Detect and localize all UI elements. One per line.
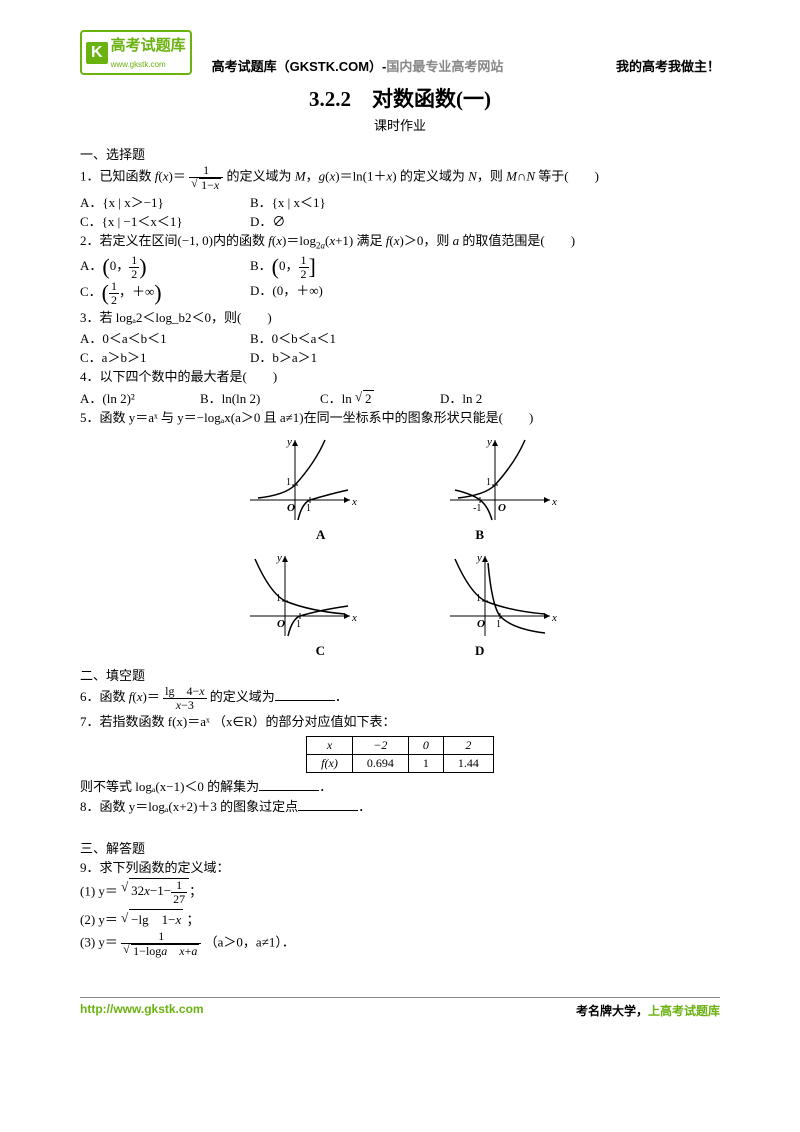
q3-opt-d: D．b＞a＞1 xyxy=(250,347,420,366)
section-2-heading: 二、填空题 xyxy=(80,665,720,684)
logo: K 高考试题库 www.gkstk.com xyxy=(80,30,192,75)
q5-stem: 5．函数 y＝aˣ 与 y＝−logₐx(a＞0 且 a≠1)在同一坐标系中的图… xyxy=(80,408,720,428)
svg-text:O: O xyxy=(277,618,285,630)
graph-label-a: A xyxy=(316,527,325,543)
graph-label-c: C xyxy=(316,643,325,659)
svg-text:x: x xyxy=(551,612,557,624)
blank-7 xyxy=(259,778,319,791)
logo-text: 高考试题库 xyxy=(111,37,186,54)
q6: 6．函数 f(x)＝ lg 4−xx−3 的定义域为． xyxy=(80,685,720,711)
footer-url: http://www.gkstk.com xyxy=(80,1002,204,1019)
q7-table: x −2 0 2 f(x) 0.694 1 1.44 xyxy=(306,736,494,773)
graphs-row-1: x y O 1 1 x y O 1 -1 xyxy=(80,435,720,525)
q4-opt-b: B．ln(ln 2) xyxy=(200,388,320,407)
q4-opt-a: A．(ln 2)² xyxy=(80,388,200,407)
svg-text:x: x xyxy=(551,496,557,508)
svg-text:1: 1 xyxy=(306,503,311,514)
svg-text:x: x xyxy=(351,612,357,624)
svg-text:y: y xyxy=(476,552,482,564)
svg-text:O: O xyxy=(287,502,295,514)
section-3-heading: 三、解答题 xyxy=(80,838,720,857)
q9-part1: (1) y＝ 32x−1−127； xyxy=(80,878,720,907)
graph-a: x y O 1 1 xyxy=(240,435,360,525)
svg-text:y: y xyxy=(486,436,492,448)
q2-opt-a: A．(0，12) xyxy=(80,254,250,280)
q2-opt-b: B．(0，12] xyxy=(250,254,420,280)
q3-opt-a: A．0＜a＜b＜1 xyxy=(80,328,250,347)
blank-6 xyxy=(275,688,335,701)
logo-k-icon: K xyxy=(86,42,108,64)
q3-opt-b: B．0＜b＜a＜1 xyxy=(250,328,420,347)
q2-stem: 2．若定义在区间(−1, 0)内的函数 f(x)＝log2a(x+1) 满足 f… xyxy=(80,231,720,253)
blank-8 xyxy=(298,798,358,811)
q1-opt-d: D．∅ xyxy=(250,211,420,230)
q1-opt-b: B．{x | x＜1} xyxy=(250,192,420,211)
svg-text:x: x xyxy=(351,496,357,508)
header-center-black: 高考试题库（GKSTK.COM）- xyxy=(212,59,387,74)
header-center-gray: 国内最专业高考网站 xyxy=(386,59,503,74)
q1-opt-a: A．{x | x＞−1} xyxy=(80,192,250,211)
svg-text:1: 1 xyxy=(486,477,491,488)
page-title: 3.2.2 对数函数(一) xyxy=(80,83,720,113)
q9-stem: 9．求下列函数的定义域： xyxy=(80,858,720,878)
q7-after: 则不等式 logₐ(x−1)＜0 的解集为． xyxy=(80,777,720,797)
graph-c: x y O 1 1 xyxy=(240,551,360,641)
q4-opt-c: C．ln 2 xyxy=(320,388,440,407)
svg-text:1: 1 xyxy=(296,619,301,630)
graph-b: x y O 1 -1 xyxy=(440,435,560,525)
header-center: 高考试题库（GKSTK.COM）-国内最专业高考网站 xyxy=(212,56,504,75)
svg-text:O: O xyxy=(477,618,485,630)
svg-text:-1: -1 xyxy=(473,503,481,514)
q3-stem: 3．若 logₐ2＜log_b2＜0，则( ) xyxy=(80,308,720,328)
q1-opt-c: C．{x | −1＜x＜1} xyxy=(80,211,250,230)
q4-opt-d: D．ln 2 xyxy=(440,388,590,407)
graphs-row-2: x y O 1 1 x y O 1 1 xyxy=(80,551,720,641)
q8: 8．函数 y＝logₐ(x+2)＋3 的图象过定点． xyxy=(80,797,720,817)
q9-part3: (3) y＝ 11−loga x+a （a＞0，a≠1）． xyxy=(80,930,720,957)
q1-stem: 1．已知函数 f(x)＝ 11−x 的定义域为 M，g(x)＝ln(1＋x) 的… xyxy=(80,164,720,191)
header-right: 我的高考我做主！ xyxy=(616,56,720,75)
svg-text:1: 1 xyxy=(496,619,501,630)
q9-part2: (2) y＝ −lg 1−x ； xyxy=(80,909,720,930)
graph-label-d: D xyxy=(475,643,484,659)
logo-subtext: www.gkstk.com xyxy=(111,60,166,69)
footer-right: 考名牌大学，上高考试题库 xyxy=(576,1002,720,1019)
svg-text:y: y xyxy=(286,436,292,448)
q2-opt-d: D．(0，＋∞) xyxy=(250,280,420,306)
svg-text:y: y xyxy=(276,552,282,564)
q4-stem: 4．以下四个数中的最大者是( ) xyxy=(80,367,720,387)
graph-label-b: B xyxy=(475,527,484,543)
q7-stem: 7．若指数函数 f(x)＝aˣ （x∈R）的部分对应值如下表： xyxy=(80,712,720,732)
graph-d: x y O 1 1 xyxy=(440,551,560,641)
q2-opt-c: C．(12，＋∞) xyxy=(80,280,250,306)
section-1-heading: 一、选择题 xyxy=(80,144,720,163)
svg-text:1: 1 xyxy=(286,477,291,488)
q3-opt-c: C．a＞b＞1 xyxy=(80,347,250,366)
page-subtitle: 课时作业 xyxy=(80,115,720,134)
svg-text:O: O xyxy=(498,502,506,514)
